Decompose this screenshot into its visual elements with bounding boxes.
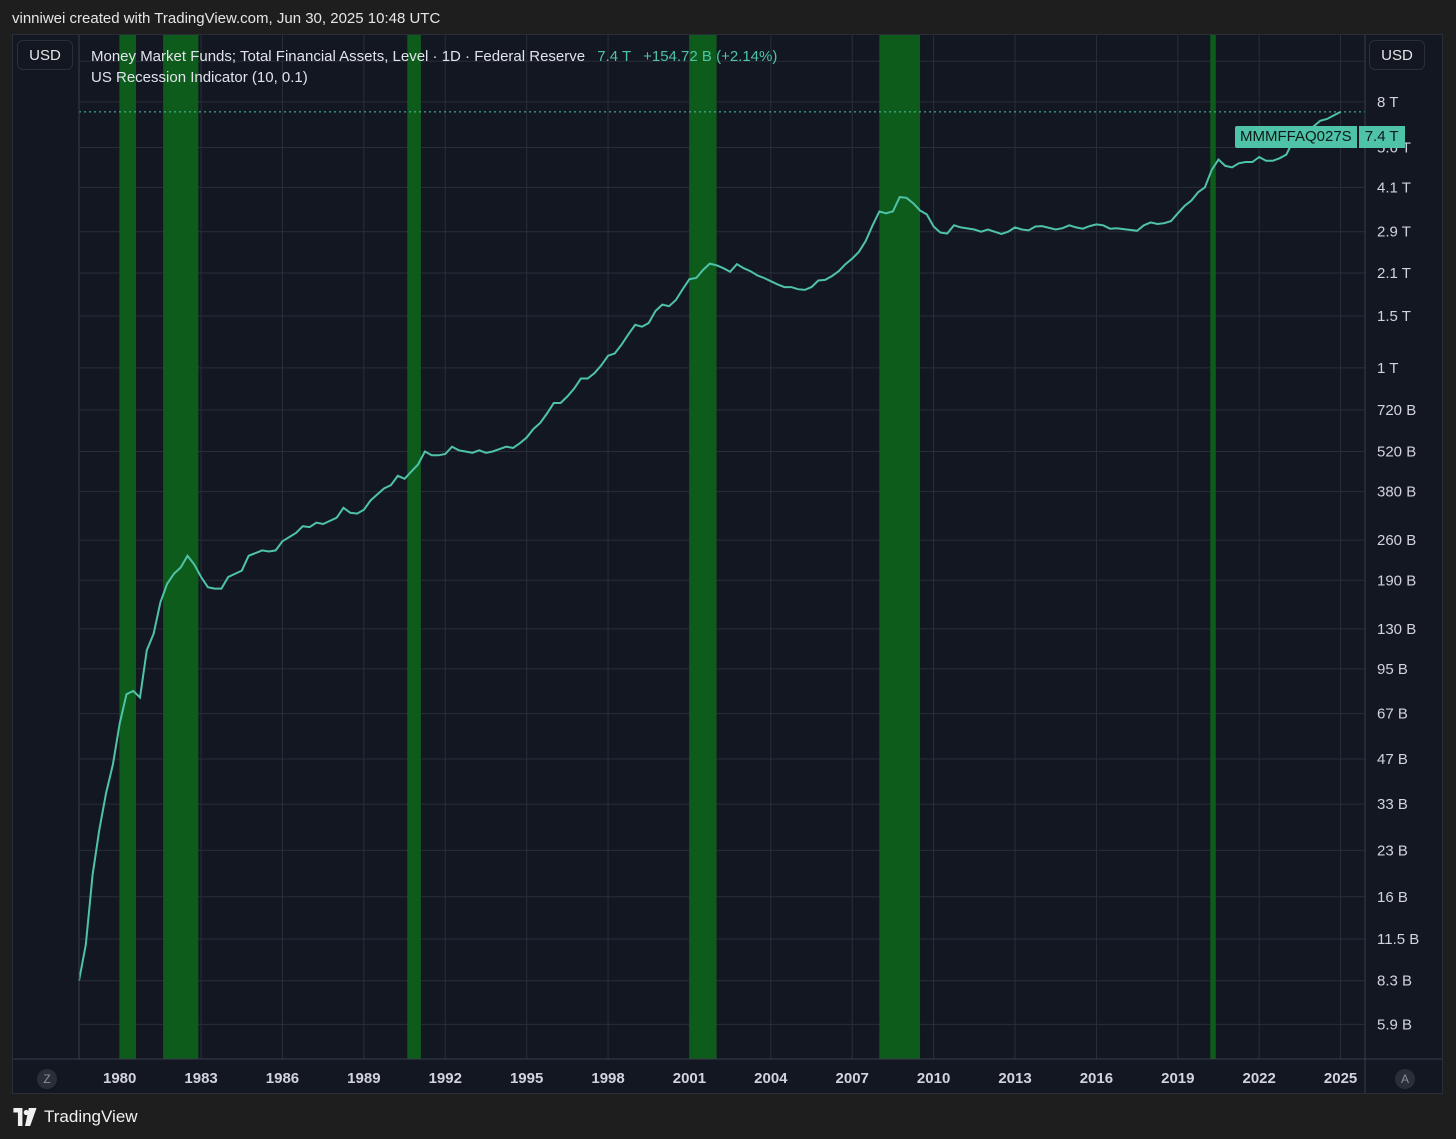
x-tick-label: 2025 <box>1324 1070 1357 1087</box>
x-tick-label: 2013 <box>998 1070 1031 1087</box>
recession-band <box>407 35 421 1059</box>
chart-credit: vinniwei created with TradingView.com, J… <box>12 10 441 27</box>
x-tick-label: 1989 <box>347 1070 380 1087</box>
y-tick-label: 11.5 B <box>1377 931 1419 948</box>
series-change: +154.72 B (+2.14%) <box>643 48 778 65</box>
x-tick-label: 1992 <box>429 1070 462 1087</box>
x-tick-label: 2001 <box>673 1070 706 1087</box>
recession-band <box>1210 35 1216 1059</box>
y-tick-label: 720 B <box>1377 402 1416 419</box>
y-tick-label: 8 T <box>1377 94 1398 111</box>
y-tick-label: 190 B <box>1377 572 1416 589</box>
series-title: Money Market Funds; Total Financial Asse… <box>91 48 586 65</box>
price-tag-symbol: MMMFFAQ027S <box>1235 126 1357 148</box>
series-last-value: 7.4 T <box>597 48 631 65</box>
indicator-title: US Recession Indicator (10, 0.1) <box>91 69 308 86</box>
x-tick-label: 1995 <box>510 1070 543 1087</box>
y-tick-label: 67 B <box>1377 706 1408 723</box>
price-tag-value: 7.4 T <box>1357 126 1405 148</box>
x-tick-label: 1983 <box>184 1070 217 1087</box>
recession-band <box>163 35 199 1059</box>
x-tick-label: 2016 <box>1080 1070 1113 1087</box>
y-tick-label: 4.1 T <box>1377 179 1411 196</box>
recession-bands <box>119 35 1216 1059</box>
y-tick-label: 2.9 T <box>1377 224 1411 241</box>
y-tick-label: 380 B <box>1377 484 1416 501</box>
currency-button-right[interactable]: USD <box>1369 40 1425 70</box>
series-legend-row[interactable]: Money Market Funds; Total Financial Asse… <box>91 46 777 67</box>
y-tick-label: 260 B <box>1377 532 1416 549</box>
y-tick-label: 16 B <box>1377 889 1408 906</box>
x-tick-label: 1980 <box>103 1070 136 1087</box>
grid-layer <box>79 35 1365 1059</box>
y-tick-label: 95 B <box>1377 661 1408 678</box>
y-tick-label: 47 B <box>1377 751 1408 768</box>
y-tick-label: 23 B <box>1377 842 1408 859</box>
x-tick-label: 1986 <box>266 1070 299 1087</box>
money-market-funds-series <box>78 111 1342 981</box>
y-tick-label: 8.3 B <box>1377 973 1412 990</box>
indicator-legend-row[interactable]: US Recession Indicator (10, 0.1) <box>91 67 777 88</box>
recession-band <box>689 35 717 1059</box>
x-tick-label: 2010 <box>917 1070 950 1087</box>
chart-legend: Money Market Funds; Total Financial Asse… <box>91 46 777 88</box>
auto-scale-button[interactable]: A <box>1395 1069 1415 1089</box>
currency-button-left[interactable]: USD <box>17 40 73 70</box>
x-tick-label: 2019 <box>1161 1070 1194 1087</box>
recession-band <box>879 35 921 1059</box>
y-tick-label: 2.1 T <box>1377 265 1411 282</box>
brand-name: TradingView <box>44 1107 138 1126</box>
tradingview-logo-icon <box>13 1108 37 1126</box>
y-tick-label: 130 B <box>1377 621 1416 638</box>
tradingview-brand[interactable]: TradingView <box>12 1107 138 1127</box>
y-tick-label: 1 T <box>1377 360 1398 377</box>
y-tick-label: 1.5 T <box>1377 308 1411 325</box>
last-price-tag: MMMFFAQ027S 7.4 T <box>1235 126 1405 148</box>
recession-band <box>119 35 136 1059</box>
x-tick-label: 1998 <box>591 1070 624 1087</box>
y-tick-label: 33 B <box>1377 796 1408 813</box>
axes <box>13 35 1442 1093</box>
x-tick-label: 2004 <box>754 1070 788 1087</box>
x-tick-labels: 1980 1983 1986 1989 1992 1995 1998 2001 2004 2007… <box>103 1070 1357 1087</box>
y-tick-label: 5.9 B <box>1377 1016 1412 1033</box>
x-tick-label: 2022 <box>1243 1070 1276 1087</box>
zoom-reset-button[interactable]: Z <box>37 1069 57 1089</box>
y-tick-label: 520 B <box>1377 444 1416 461</box>
x-tick-label: 2007 <box>836 1070 869 1087</box>
